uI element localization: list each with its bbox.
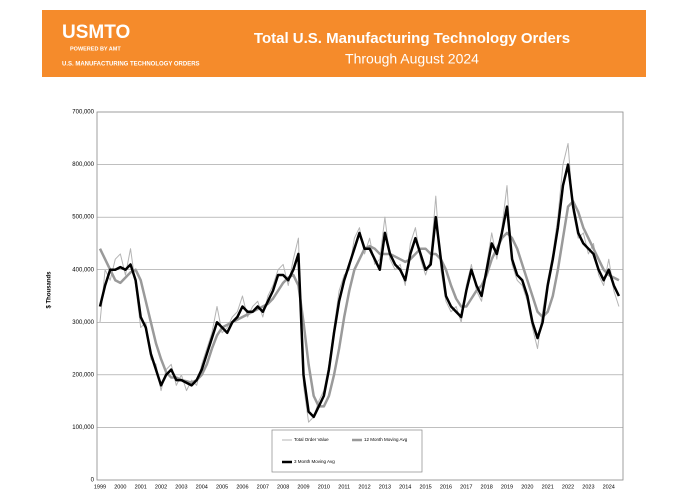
- x-tick-label: 2014: [399, 484, 411, 490]
- lines: [98, 143, 621, 423]
- x-tick-label: 2003: [175, 484, 187, 490]
- x-tick-label: 2005: [216, 484, 228, 490]
- logo: USMTO: [62, 22, 130, 43]
- y-tick-label: 0: [91, 478, 95, 484]
- y-axis-label: $ Thousands: [47, 271, 53, 309]
- header-banner: [42, 10, 646, 77]
- x-tick-label: 2023: [582, 484, 594, 490]
- x-tick-label: 2006: [236, 484, 248, 490]
- x-tick-label: 2012: [358, 484, 370, 490]
- legend-label: Total Order Value: [294, 437, 329, 442]
- x-tick-label: 2024: [603, 484, 615, 490]
- x-tick-label: 2010: [318, 484, 330, 490]
- x-tick-label: 2009: [297, 484, 309, 490]
- y-tick-label: 400,000: [72, 267, 94, 273]
- x-tick-label: 2007: [257, 484, 269, 490]
- y-tick-label: 500,000: [72, 215, 94, 221]
- x-tick-label: 2018: [481, 484, 493, 490]
- y-tick-label: 300,000: [72, 320, 94, 326]
- x-tick-label: 2017: [460, 484, 472, 490]
- x-tick-label: 2000: [114, 484, 126, 490]
- tagline: U.S. MANUFACTURING TECHNOLOGY ORDERS: [62, 62, 200, 68]
- legend-entries: Total Order Value 12 Month Moving Avg 3 Mo…: [282, 437, 408, 464]
- x-tick-label: 2011: [338, 484, 350, 490]
- grid: 0 100,000 200,000 300,000 400,000 500,000 800,…: [72, 110, 623, 490]
- header-title: Total U.S. Manufacturing Technology Orde…: [254, 30, 570, 47]
- x-tick-label: 2019: [501, 484, 513, 490]
- powered-by: POWERED BY AMT: [70, 46, 121, 52]
- y-tick-label: 200,000: [72, 372, 94, 378]
- x-tick-label: 2004: [196, 484, 208, 490]
- y-tick-label: 800,000: [72, 162, 94, 168]
- x-tick-label: 2002: [155, 484, 167, 490]
- series-line: [98, 163, 621, 419]
- x-tick-label: 1999: [94, 484, 106, 490]
- legend-label: 12 Month Moving Avg: [364, 437, 408, 442]
- x-tick-label: 2001: [135, 484, 147, 490]
- legend-label: 3 Month Moving Avg: [294, 459, 335, 464]
- x-tick-label: 2013: [379, 484, 391, 490]
- plot-frame: [96, 111, 624, 481]
- x-tick-label: 2008: [277, 484, 289, 490]
- x-tick-label: 2021: [542, 484, 554, 490]
- x-tick-label: 2015: [419, 484, 431, 490]
- x-tick-label: 2016: [440, 484, 452, 490]
- legend: [271, 429, 423, 473]
- series-line: [98, 200, 620, 408]
- y-tick-label: 100,000: [72, 425, 94, 431]
- y-tick-label: 700,000: [72, 110, 94, 116]
- x-tick-label: 2022: [562, 484, 574, 490]
- header-subtitle: Through August 2024: [345, 51, 479, 67]
- series-line: [99, 143, 620, 423]
- x-tick-label: 2020: [521, 484, 533, 490]
